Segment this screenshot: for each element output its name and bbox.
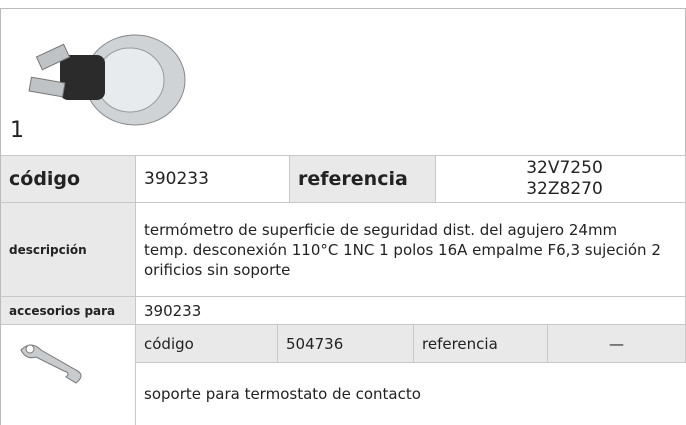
- description-line: termómetro de superficie de seguridad di…: [144, 220, 618, 239]
- reference: 32V7250: [526, 158, 603, 178]
- references: 32V7250 32Z8270: [436, 155, 686, 203]
- image-label: 1: [10, 118, 24, 143]
- description-label: descripción: [0, 203, 136, 297]
- code: 390233: [136, 155, 290, 203]
- accessory-code-label: código: [136, 325, 278, 363]
- product-image: [28, 34, 186, 126]
- code-label: código: [0, 155, 136, 203]
- description: termómetro de superficie de seguridad di…: [136, 203, 686, 297]
- accessory-description: soporte para termostato de contacto: [144, 385, 421, 403]
- accessory-reference: —: [548, 325, 686, 363]
- reference: 32Z8270: [526, 179, 603, 199]
- accessory-reference-label: referencia: [414, 325, 548, 363]
- description-line: temp. desconexión 110°C 1NC 1 polos 16A …: [144, 240, 661, 259]
- accessory-image: [20, 344, 82, 384]
- accessory-image-cell: [0, 325, 136, 425]
- reference-label: referencia: [290, 155, 436, 203]
- accessories-for: 390233: [136, 297, 686, 325]
- description-line: orificios sin soporte: [144, 260, 291, 279]
- accessories-label: accesorios para: [0, 297, 136, 325]
- accessory-code: 504736: [278, 325, 414, 363]
